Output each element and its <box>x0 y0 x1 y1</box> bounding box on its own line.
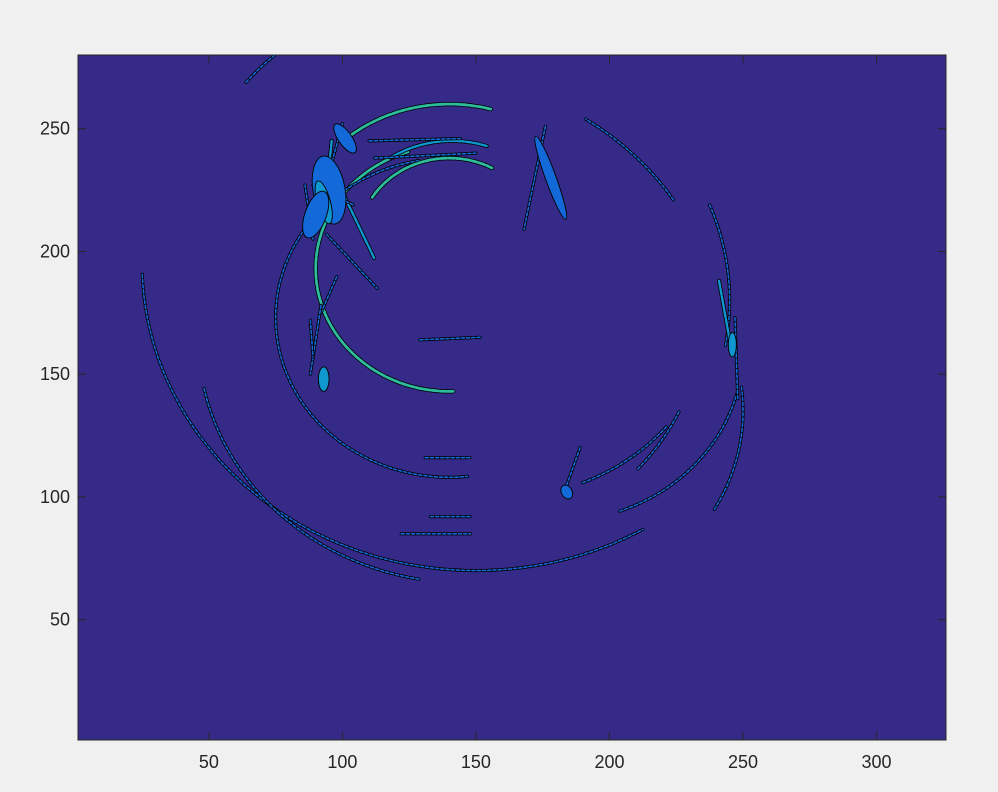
contour-line-inner-10 <box>619 393 738 512</box>
contour-blob-39 <box>333 123 357 154</box>
contour-blob-38 <box>302 190 330 239</box>
contour-line-inner-16 <box>419 336 483 341</box>
contour-line-inner-7 <box>244 55 277 84</box>
tick-layer: 50 100 150 200 250 300 50 100 150 200 250 <box>40 55 946 772</box>
x-tick-label-100: 100 <box>327 752 357 772</box>
contour-line-inner-22 <box>320 275 338 314</box>
x-tick-label-50: 50 <box>199 752 219 772</box>
y-tick-label-150: 150 <box>40 364 70 384</box>
contour-line-inner-9 <box>203 387 420 580</box>
contour-line-inner-33 <box>734 316 739 400</box>
contour-line-inner-29 <box>309 304 322 375</box>
contour-line-inner-27 <box>368 137 464 142</box>
contour-line-inner-6 <box>389 139 488 159</box>
contour-line-inner-14 <box>581 426 668 484</box>
contour-blob-35 <box>534 135 568 220</box>
contour-layer <box>140 55 745 581</box>
contour-line-inner-5 <box>349 102 493 137</box>
y-tick-label-200: 200 <box>40 241 70 261</box>
contour-line-inner-21 <box>325 233 378 289</box>
x-tick-label-150: 150 <box>461 752 491 772</box>
x-tick-label-300: 300 <box>862 752 892 772</box>
x-tick-label-200: 200 <box>594 752 624 772</box>
contour-line-inner-3 <box>141 273 644 572</box>
contour-line-inner-28 <box>373 152 477 159</box>
y-tick-label-100: 100 <box>40 487 70 507</box>
x-tick-label-250: 250 <box>728 752 758 772</box>
contour-line-inner-11 <box>708 203 731 347</box>
contour-line-inner-30 <box>309 319 314 358</box>
contour-line-inner-13 <box>637 410 680 470</box>
contour-blob-40 <box>317 366 330 392</box>
y-tick-label-50: 50 <box>50 610 70 630</box>
plot-area <box>78 55 946 740</box>
contour-line-inner-31 <box>566 447 581 486</box>
contour-line-inner-4 <box>370 156 494 199</box>
contour-line-inner-15 <box>584 118 675 201</box>
contour-line-inner-12 <box>713 386 744 510</box>
y-tick-label-250: 250 <box>40 119 70 139</box>
axes-box <box>77 54 947 741</box>
contour-blob-42 <box>560 484 574 500</box>
contour-blob-41 <box>727 331 737 358</box>
